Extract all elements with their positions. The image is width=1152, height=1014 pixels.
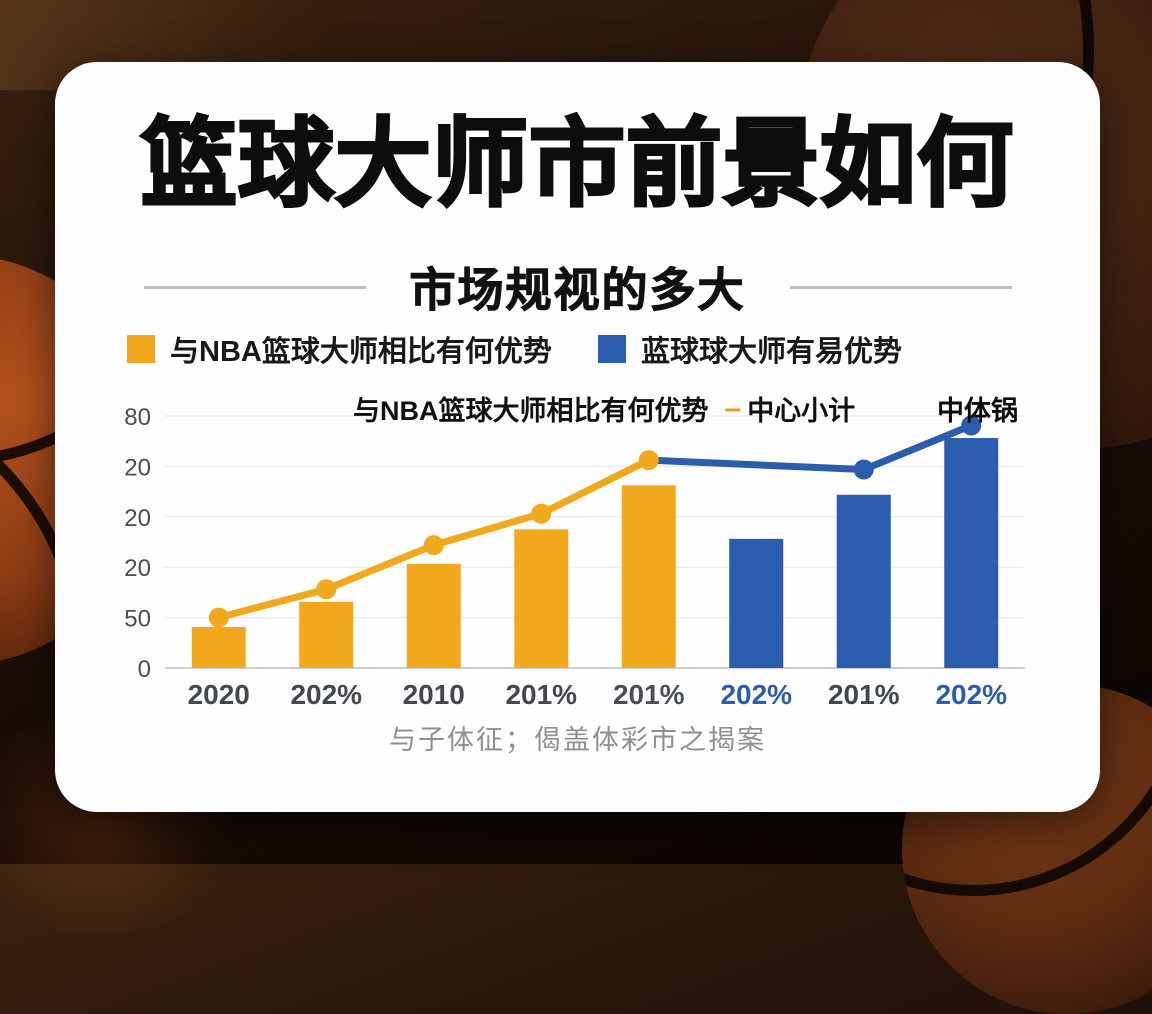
y-tick-label: 20	[124, 555, 151, 582]
y-tick-label: 20	[124, 505, 151, 532]
bar	[299, 601, 354, 668]
line-marker	[961, 415, 982, 436]
chart-title-group: 与NBA篮球大师相比有何优势 – 中心小计	[353, 389, 855, 428]
x-tick-label: 201%	[828, 679, 900, 710]
content-card: 篮球大师市前景如何 市场规视的多大 与NBA篮球大师相比有何优势 蓝球球大师有易…	[55, 62, 1100, 812]
bar	[514, 529, 569, 668]
line-marker	[638, 450, 659, 471]
legend-label: 与NBA篮球大师相比有何优势	[170, 336, 552, 368]
line-marker	[853, 459, 874, 480]
chart-legend: 与NBA篮球大师相比有何优势 蓝球球大师有易优势	[55, 328, 1100, 368]
legend-item-yellow: 与NBA篮球大师相比有何优势	[127, 328, 552, 370]
y-tick-label: 80	[124, 404, 151, 431]
y-tick-label: 0	[138, 656, 151, 683]
bar	[836, 494, 891, 668]
line-marker	[208, 607, 229, 628]
line-series-label: 中心小计	[747, 396, 856, 426]
legend-item-blue: 蓝球球大师有易优势	[598, 328, 902, 370]
legend-swatch-yellow	[127, 335, 155, 363]
page-subtitle: 市场规视的多大	[409, 264, 746, 317]
legend-label: 蓝球球大师有易优势	[641, 336, 903, 368]
line-marker	[423, 535, 444, 556]
subtitle-divider-left	[143, 285, 366, 289]
line-series-dash-icon: –	[724, 391, 742, 425]
footer-note: 与子体征；偈盖体彩市之揭案	[389, 725, 766, 755]
subtitle-row: 市场规视的多大	[55, 254, 1100, 320]
subtitle-divider-right	[789, 285, 1012, 289]
x-tick-label: 202%	[720, 679, 792, 710]
bar	[729, 538, 784, 668]
x-tick-label: 201%	[613, 679, 685, 710]
trend-line-segment	[645, 421, 975, 474]
bar	[944, 438, 999, 668]
x-tick-label: 2010	[403, 679, 465, 710]
x-tick-label: 2020	[188, 679, 250, 710]
y-tick-label: 50	[124, 606, 151, 633]
legend-swatch-blue	[598, 335, 626, 363]
line-marker	[316, 579, 337, 600]
bar	[191, 627, 246, 668]
x-tick-label: 202%	[935, 679, 1007, 710]
bar	[406, 564, 461, 668]
y-tick-label: 20	[124, 454, 151, 481]
x-tick-label: 201%	[505, 679, 577, 710]
chart-annotation: 中体锅	[937, 396, 1018, 426]
bar	[621, 485, 676, 668]
page-title: 篮球大师市前景如何	[140, 109, 1015, 219]
line-marker	[531, 503, 552, 524]
chart-title: 与NBA篮球大师相比有何优势	[353, 396, 709, 426]
x-tick-label: 202%	[290, 679, 362, 710]
